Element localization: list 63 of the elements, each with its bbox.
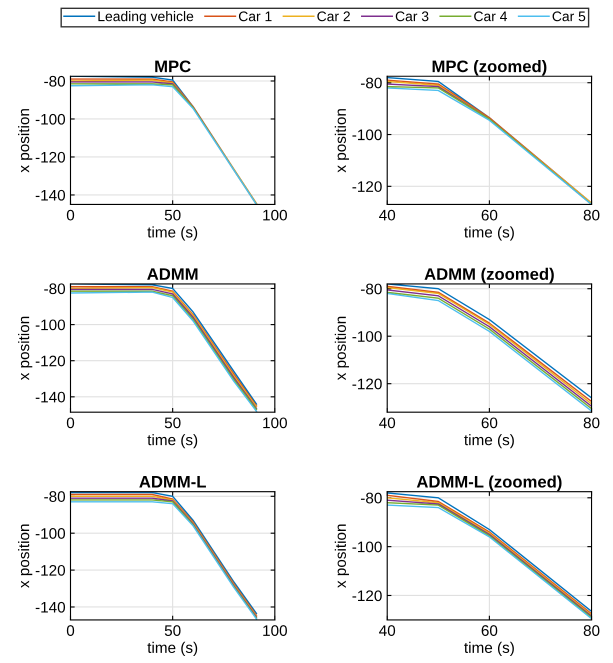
y-tick-label: -120 [36, 356, 66, 366]
x-tick-label: 40 [379, 210, 396, 221]
x-tick-label: 50 [164, 210, 181, 221]
x-axis-title: time (s) [464, 642, 514, 656]
x-tick-label: 60 [482, 417, 498, 428]
legend-label: Car 5 [552, 11, 586, 22]
x-axis-title: time (s) [147, 226, 198, 241]
x-tick-label: 0 [66, 417, 74, 428]
chart-title: MPC [155, 60, 191, 72]
x-tick-label: 80 [584, 625, 600, 636]
y-axis-title: x position [334, 109, 349, 172]
y-tick-label: -140 [36, 392, 66, 403]
x-tick-label: 0 [66, 210, 74, 221]
y-tick-label: -80 [44, 491, 66, 502]
chart-title: ADMM [147, 268, 198, 280]
chart-title: ADMM-L (zoomed) [416, 475, 562, 491]
y-tick-label: -80 [360, 284, 382, 294]
y-tick-label: -80 [44, 283, 66, 294]
y-tick-label: -120 [352, 181, 382, 192]
x-tick-label: 40 [379, 625, 396, 636]
x-tick-label: 60 [482, 210, 498, 221]
x-axis-title: time (s) [147, 434, 198, 448]
y-tick-label: -100 [352, 542, 382, 552]
chart-title: ADMM (zoomed) [424, 268, 554, 284]
y-axis-title: x position [334, 524, 349, 588]
y-axis-title: x position [18, 524, 32, 588]
y-tick-label: -80 [360, 492, 382, 504]
chart-title: ADMM-L [139, 476, 206, 488]
y-axis-title: x position [18, 109, 32, 172]
y-tick-label: -120 [352, 590, 382, 602]
legend-label: Car 2 [317, 11, 350, 22]
x-axis-title: time (s) [464, 434, 514, 448]
y-axis-title: x position [18, 316, 32, 380]
y-axis-title: x position [334, 316, 349, 380]
y-tick-label: -140 [36, 190, 66, 201]
x-tick-label: 80 [584, 210, 600, 221]
x-tick-label: 50 [164, 417, 181, 428]
y-tick-label: -80 [44, 76, 66, 87]
chart-title: MPC (zoomed) [432, 60, 546, 76]
x-tick-label: 0 [66, 625, 74, 636]
y-tick-label: -140 [36, 602, 66, 613]
x-tick-label: 80 [584, 417, 600, 428]
y-tick-label: -100 [352, 129, 382, 140]
y-tick-label: -120 [36, 564, 66, 576]
y-tick-label: -100 [36, 528, 66, 539]
x-tick-label: 100 [263, 210, 287, 221]
x-tick-label: 100 [263, 625, 287, 636]
x-tick-label: 60 [482, 625, 498, 636]
y-tick-label: -120 [352, 378, 382, 390]
y-tick-label: -80 [360, 78, 382, 88]
x-axis-title: time (s) [464, 226, 514, 241]
legend-label: Car 3 [396, 11, 428, 22]
y-tick-label: -100 [36, 114, 66, 125]
y-tick-label: -120 [36, 152, 66, 163]
x-tick-label: 50 [164, 625, 181, 636]
y-tick-label: -100 [352, 331, 382, 342]
legend-label: Leading vehicle [98, 11, 194, 24]
x-tick-label: 40 [379, 417, 396, 428]
legend-label: Car 1 [238, 11, 272, 22]
x-axis-title: time (s) [147, 642, 198, 656]
legend-label: Car 4 [474, 11, 508, 22]
y-tick-label: -100 [36, 319, 66, 330]
x-tick-label: 100 [263, 417, 287, 428]
